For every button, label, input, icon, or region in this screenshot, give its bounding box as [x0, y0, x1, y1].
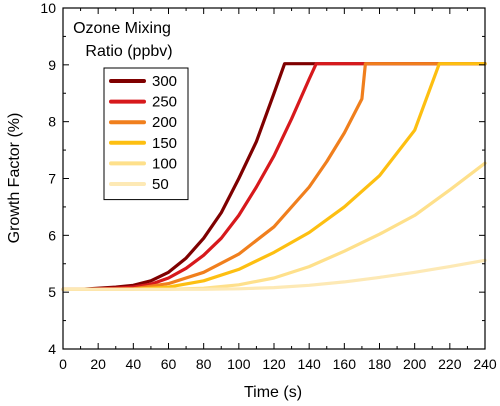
- legend-label-50: 50: [152, 176, 169, 193]
- legend-box: [103, 67, 189, 201]
- y-tick-label: 9: [48, 57, 56, 73]
- x-tick-label: 120: [262, 356, 286, 372]
- y-tick-label: 8: [48, 114, 56, 130]
- legend-label-300: 300: [152, 73, 177, 90]
- x-tick-label: 0: [59, 356, 67, 372]
- x-tick-label: 160: [333, 356, 357, 372]
- y-axis-title: Growth Factor (%): [6, 113, 23, 244]
- x-tick-label: 40: [126, 356, 142, 372]
- legend-label-200: 200: [152, 114, 177, 131]
- x-tick-label: 140: [297, 356, 321, 372]
- x-tick-label: 220: [438, 356, 462, 372]
- axes: 0 20 40 60 80 100 120 140 160 180 200 220 240 4 5 6 7 8 9 1…: [40, 0, 496, 372]
- y-tick-label: 7: [48, 171, 56, 187]
- x-tick-label: 80: [196, 356, 212, 372]
- y-tick-label: 5: [48, 284, 56, 300]
- y-tick-label: 6: [48, 227, 56, 243]
- x-tick-label: 240: [473, 356, 497, 372]
- series-line-50: [61, 258, 487, 291]
- x-axis-title: Time (s): [244, 384, 302, 401]
- legend-label-250: 250: [152, 94, 177, 111]
- legend-label-150: 150: [152, 135, 177, 152]
- x-tick-label: 100: [227, 356, 251, 372]
- x-tick-label: 200: [403, 356, 427, 372]
- legend-title-line-2: Ratio (ppbv): [85, 43, 172, 60]
- series-lines: [61, 62, 487, 291]
- legend-title-line-1: Ozone Mixing: [73, 20, 171, 37]
- y-tick-label: 10: [40, 0, 56, 16]
- y-tick-label: 4: [48, 341, 56, 357]
- x-tick-label: 180: [368, 356, 392, 372]
- x-tick-label: 60: [161, 356, 177, 372]
- legend: Ozone Mixing Ratio (ppbv) 300 250 200 150 10…: [73, 20, 189, 201]
- legend-label-100: 100: [152, 155, 177, 172]
- x-tick-label: 20: [90, 356, 106, 372]
